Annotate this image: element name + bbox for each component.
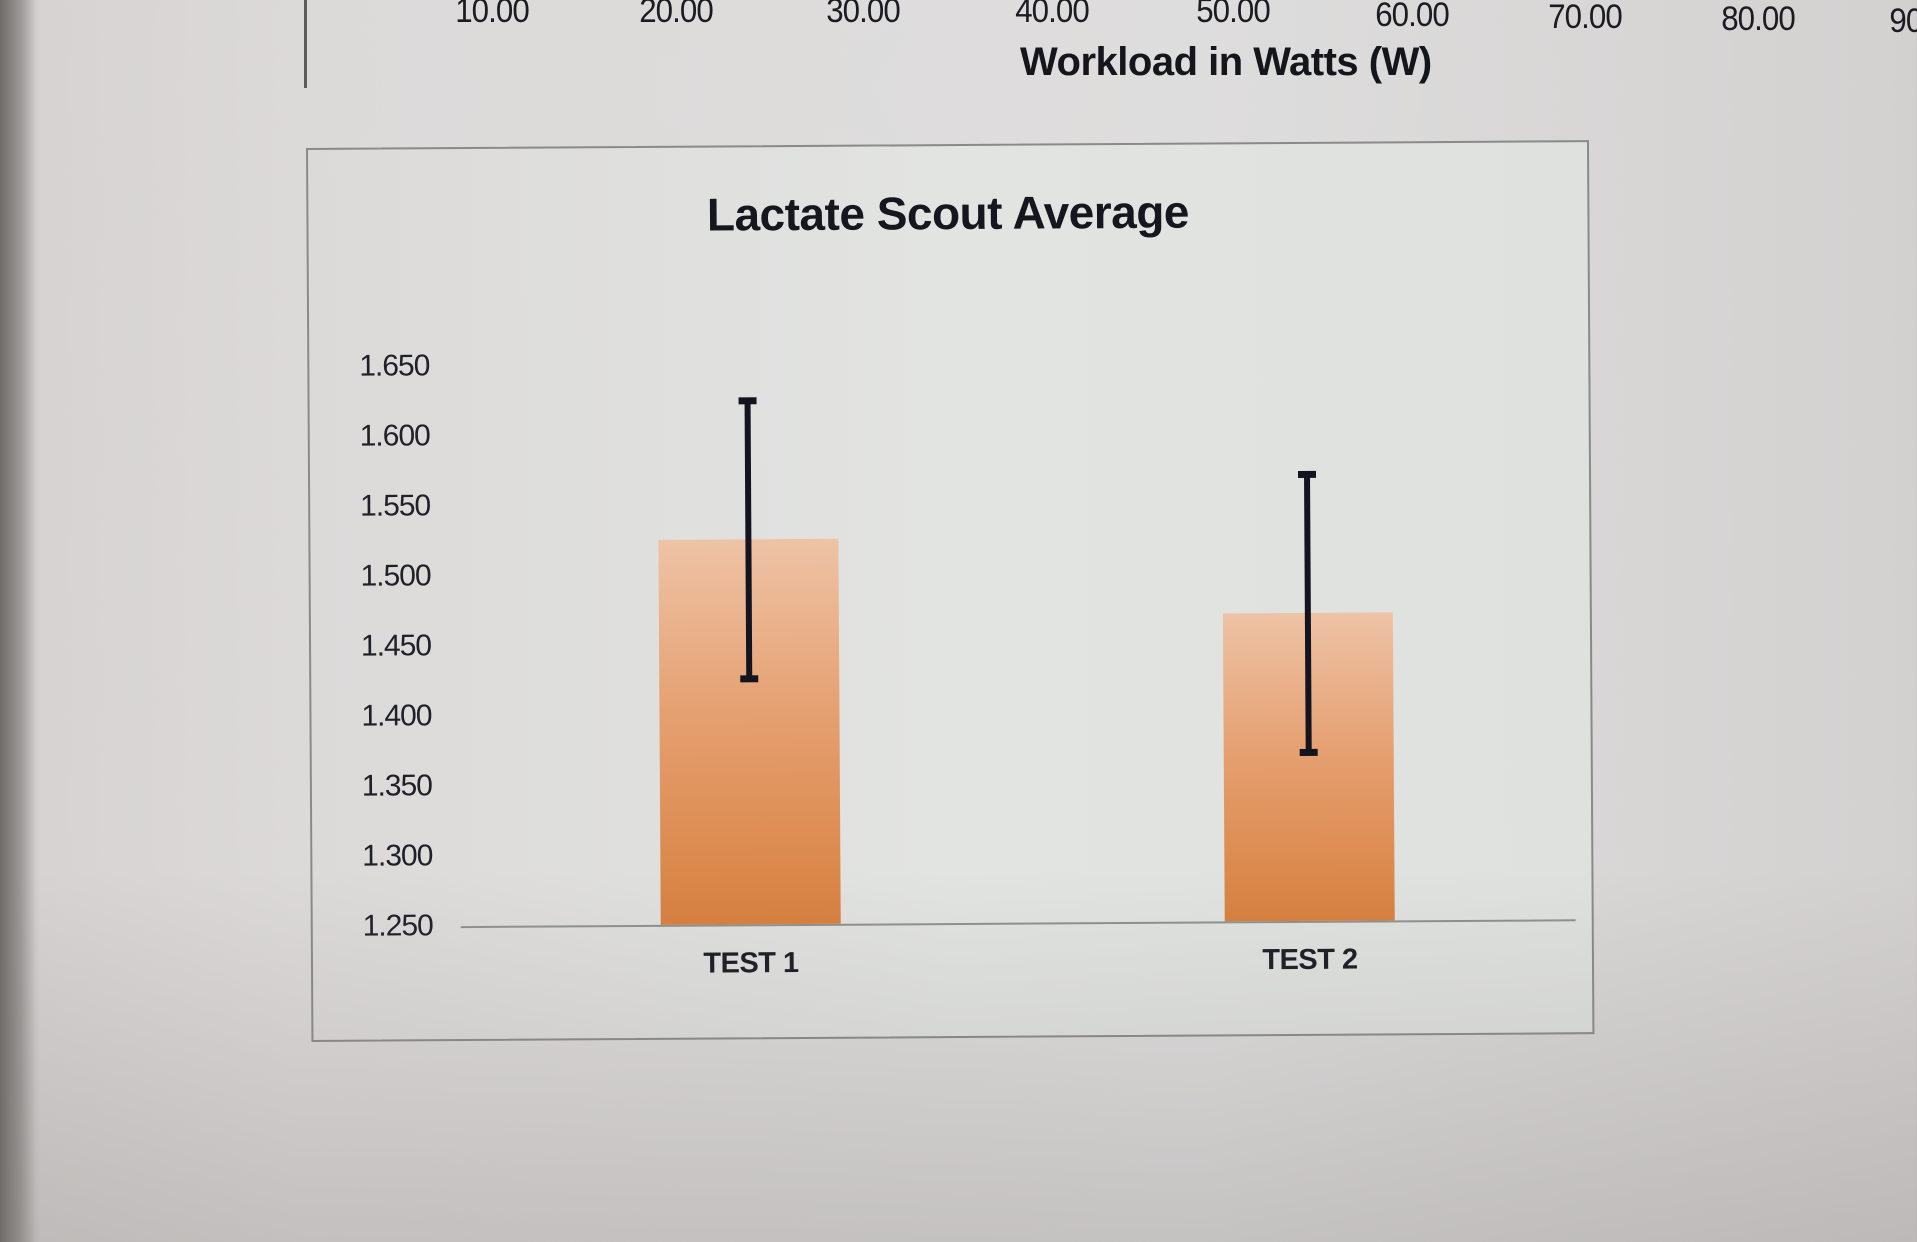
x-tick-label: 30.00	[826, 0, 901, 30]
category-label-test-1: TEST 1	[703, 947, 799, 980]
y-tick-label: 1.450	[360, 629, 432, 663]
error-bar-test-2	[1304, 472, 1312, 753]
x-tick-label: 70.00	[1548, 0, 1623, 36]
error-bar-test-1	[744, 399, 753, 680]
x-tick-label: 20.00	[639, 0, 714, 30]
x-tick-label: 50.00	[1196, 0, 1271, 30]
upper-chart-y-axis-line	[304, 0, 307, 88]
monitor-bezel-edge	[0, 0, 34, 1242]
x-tick-label: 40.00	[1015, 0, 1090, 30]
error-cap-top-test-1	[738, 397, 757, 405]
x-tick-label: 60.00	[1375, 0, 1450, 34]
x-tick-label: 10.00	[455, 0, 530, 30]
y-tick-label: 1.650	[359, 349, 430, 383]
y-tick-label: 1.350	[361, 769, 432, 803]
y-tick-label: 1.600	[359, 419, 430, 453]
x-axis-baseline	[460, 919, 1576, 929]
lactate-chart[interactable]: Lactate Scout Average 1.650 1.600 1.550 …	[306, 140, 1595, 1042]
error-cap-top-test-2	[1297, 470, 1317, 478]
x-tick-label: 90	[1889, 2, 1917, 40]
y-tick-label: 1.500	[360, 559, 431, 593]
chart-title: Lactate Scout Average	[706, 185, 1190, 241]
y-tick-label: 1.400	[361, 699, 432, 733]
category-label-test-2: TEST 2	[1262, 943, 1358, 977]
y-tick-label: 1.300	[362, 839, 433, 873]
error-cap-bottom-test-1	[740, 675, 759, 683]
y-tick-label: 1.550	[360, 489, 431, 523]
error-cap-bottom-test-2	[1299, 748, 1318, 756]
y-tick-label: 1.250	[362, 909, 433, 943]
upper-x-axis-title: Workload in Watts (W)	[1020, 40, 1432, 84]
x-tick-label: 80.00	[1721, 0, 1796, 38]
